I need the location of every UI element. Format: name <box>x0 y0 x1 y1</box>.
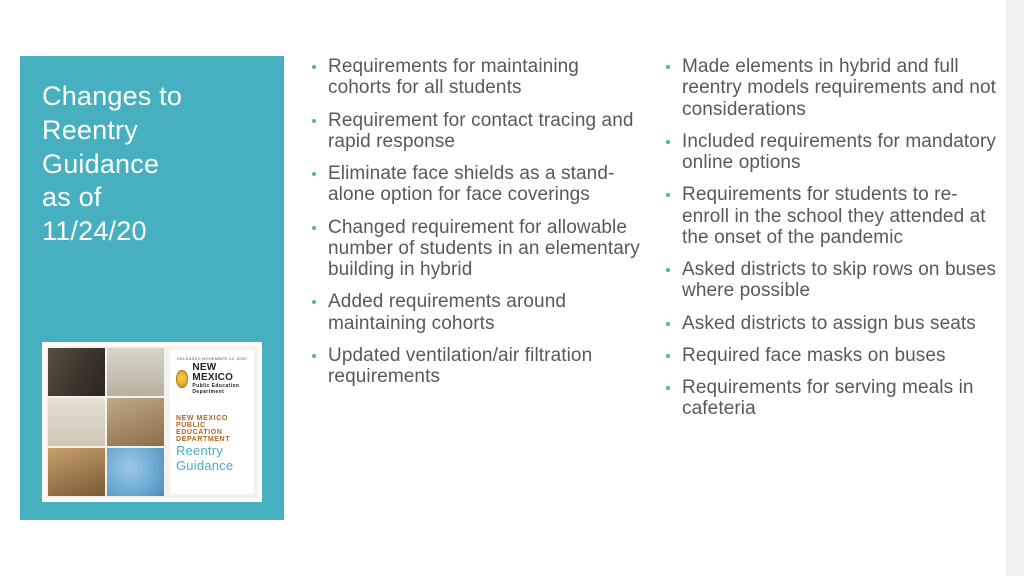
nm-logo: NEW MEXICO Public Education Department <box>176 363 248 395</box>
vertical-scrollbar[interactable] <box>1006 0 1024 576</box>
logo-state: NEW MEXICO <box>192 363 248 383</box>
title-line: Guidance <box>42 149 159 179</box>
cover-photo <box>48 398 105 446</box>
cover-photo <box>107 398 164 446</box>
bullet-item: Asked districts to assign bus seats <box>664 313 1000 334</box>
cover-photo <box>48 348 105 396</box>
title-line: 11/24/20 <box>42 216 147 246</box>
slide-title: Changes to Reentry Guidance as of 11/24/… <box>42 80 262 249</box>
cover-photo <box>107 348 164 396</box>
logo-text-block: NEW MEXICO Public Education Department <box>192 363 248 395</box>
bullet-item: Included requirements for mandatory onli… <box>664 131 1000 174</box>
logo-dept: Public Education Department <box>192 383 248 395</box>
title-line: Changes to <box>42 81 182 111</box>
cover-caption-line: EDUCATION DEPARTMENT <box>176 429 248 443</box>
cover-text-panel: RELEASED NOVEMBER 24, 2020 NEW MEXICO Pu… <box>170 350 254 494</box>
cover-photo <box>107 448 164 496</box>
title-line: Reentry <box>42 115 138 145</box>
bullet-item: Requirements for students to re-enroll i… <box>664 184 1000 248</box>
bullet-item: Requirement for contact tracing and rapi… <box>310 110 646 153</box>
bullet-item: Eliminate face shields as a stand-alone … <box>310 163 646 206</box>
cover-caption-title: Reentry Guidance <box>176 443 248 473</box>
bullet-column-1: Requirements for maintaining cohorts for… <box>310 56 646 520</box>
bullet-item: Required face masks on buses <box>664 345 1000 366</box>
bullet-item: Requirements for maintaining cohorts for… <box>310 56 646 99</box>
bullet-item: Requirements for serving meals in cafete… <box>664 377 1000 420</box>
bullet-column-2: Made elements in hybrid and full reentry… <box>664 56 1000 520</box>
guidance-cover-thumbnail: RELEASED NOVEMBER 24, 2020 NEW MEXICO Pu… <box>42 342 262 502</box>
bullet-item: Made elements in hybrid and full reentry… <box>664 56 1000 120</box>
bullet-item: Changed requirement for allowable number… <box>310 217 646 281</box>
sidebar-panel: Changes to Reentry Guidance as of 11/24/… <box>20 56 284 520</box>
cover-caption: NEW MEXICO PUBLIC EDUCATION DEPARTMENT R… <box>176 415 248 473</box>
cover-caption-line: NEW MEXICO PUBLIC <box>176 415 248 429</box>
title-line: as of <box>42 182 102 212</box>
bullet-item: Added requirements around maintaining co… <box>310 291 646 334</box>
content-area: Requirements for maintaining cohorts for… <box>310 56 1000 520</box>
bullet-item: Asked districts to skip rows on buses wh… <box>664 259 1000 302</box>
slide: Changes to Reentry Guidance as of 11/24/… <box>0 0 1024 576</box>
cover-photo-grid <box>46 346 166 498</box>
bullet-item: Updated ventilation/air filtration requi… <box>310 345 646 388</box>
cover-photo <box>48 448 105 496</box>
zia-sun-icon <box>176 370 188 388</box>
cover-release-date: RELEASED NOVEMBER 24, 2020 <box>177 356 247 361</box>
